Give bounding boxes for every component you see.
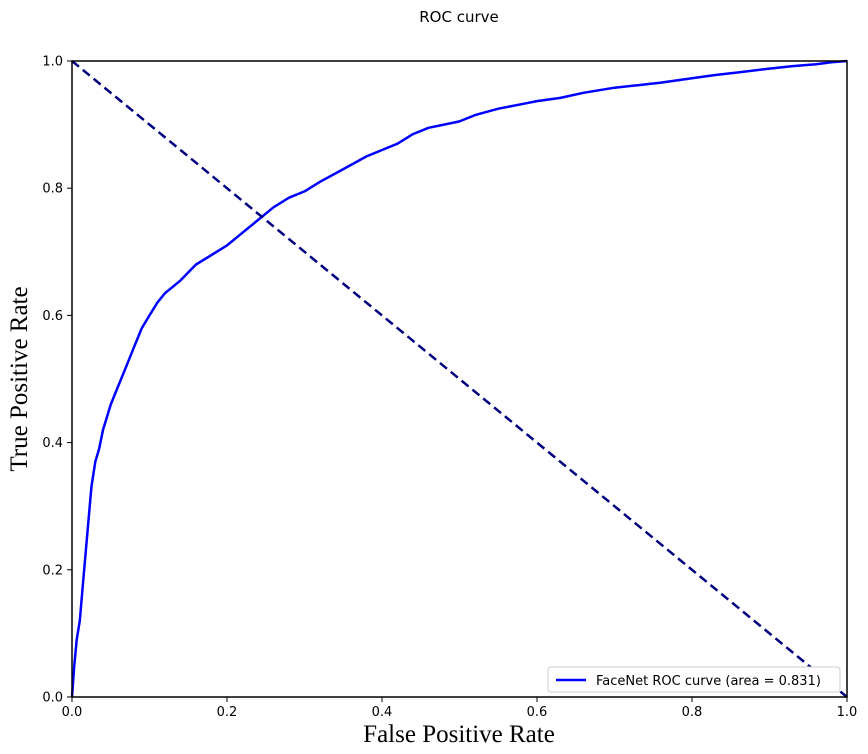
y-tick-label: 0.6: [42, 309, 63, 324]
roc-curve-line: [70, 59, 848, 698]
y-tick-label: 0.0: [42, 691, 63, 706]
x-tick-label: 0.0: [62, 705, 83, 720]
legend-label-facenet: FaceNet ROC curve (area = 0.831): [596, 674, 821, 689]
x-tick-label: 0.2: [217, 705, 238, 720]
x-axis-label: False Positive Rate: [363, 721, 555, 748]
y-tick-label: 0.2: [42, 563, 63, 578]
chart-title: ROC curve: [419, 8, 499, 26]
y-tick-label: 1.0: [42, 55, 63, 70]
y-tick-label: 0.4: [42, 436, 63, 451]
diagonal-reference-line: [71, 60, 848, 698]
y-tick-label: 0.8: [42, 182, 63, 197]
x-tick-label: 1.0: [837, 705, 858, 720]
x-tick-label: 0.8: [682, 705, 703, 720]
legend-box: [547, 666, 841, 693]
plot-lines: [70, 59, 848, 698]
y-axis-label: True Positive Rate: [6, 286, 33, 471]
y-axis-ticks: 0.0 0.2 0.4 0.6 0.8 1.0: [42, 55, 72, 706]
x-tick-label: 0.6: [527, 705, 548, 720]
x-axis-ticks: 0.0 0.2 0.4 0.6 0.8 1.0: [62, 697, 858, 720]
legend: FaceNet ROC curve (area = 0.831): [547, 666, 841, 693]
plot-frame: [71, 60, 848, 698]
x-tick-label: 0.4: [372, 705, 393, 720]
